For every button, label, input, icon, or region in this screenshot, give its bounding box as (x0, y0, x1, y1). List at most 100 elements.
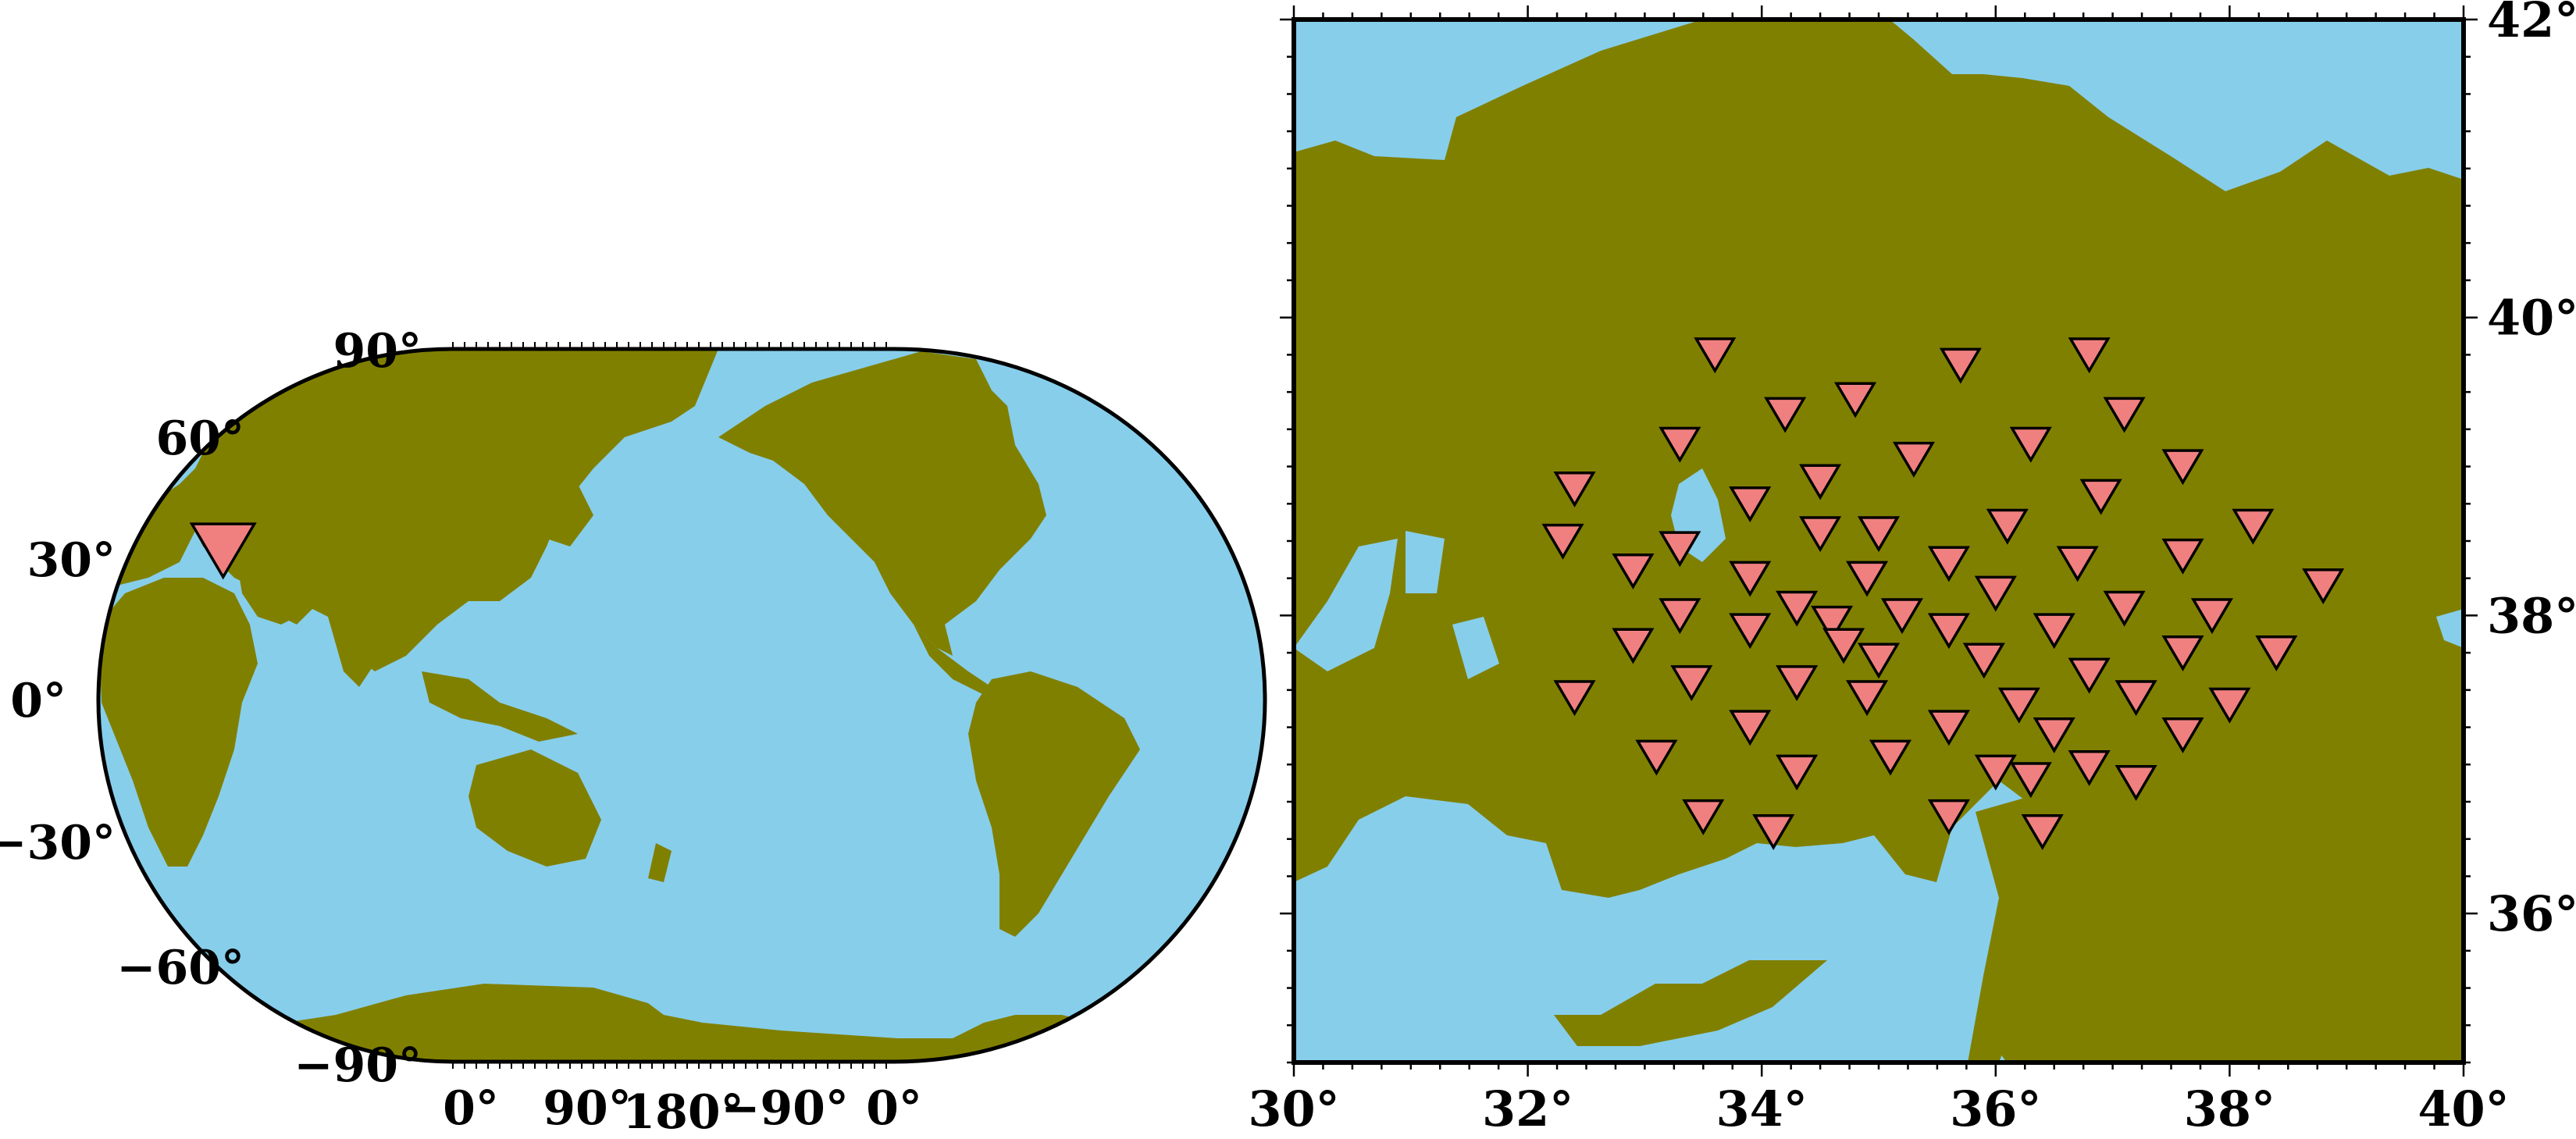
station-marker[interactable] (1612, 553, 1655, 590)
station-marker[interactable] (2190, 598, 2233, 635)
north-america-landmass (718, 367, 1046, 656)
station-marker[interactable] (1927, 613, 1970, 650)
regional-lon-label: 36° (1950, 1080, 2041, 1137)
arabia-landmass (234, 546, 312, 625)
station-marker[interactable] (1729, 561, 1772, 597)
station-marker[interactable] (1729, 613, 1772, 650)
station-marker[interactable] (1880, 598, 1924, 635)
regional-map: 30° 32° 34° 36° 38° 40° 36° 38° 40° 42° (1248, 0, 2576, 1137)
station-marker[interactable] (1986, 508, 2029, 545)
station-marker[interactable] (1857, 642, 1901, 679)
world-frame (96, 347, 1267, 1064)
station-marker[interactable] (1776, 590, 1819, 627)
station-marker[interactable] (1752, 814, 1795, 851)
station-marker[interactable] (1845, 561, 1889, 597)
station-marker[interactable] (1659, 598, 1701, 635)
station-marker[interactable] (1635, 739, 1678, 776)
station-marker[interactable] (2103, 590, 2146, 627)
central-america-landmass (914, 625, 992, 695)
station-marker[interactable] (1670, 665, 1713, 702)
station-marker[interactable] (2161, 717, 2204, 753)
station-marker[interactable] (189, 522, 257, 580)
world-lon-label-0-left: 0° (443, 1081, 499, 1136)
station-marker[interactable] (1974, 754, 2017, 791)
station-marker[interactable] (1927, 710, 1970, 746)
regional-lon-label: 40° (2417, 1080, 2509, 1137)
eastern-lake (2436, 609, 2464, 648)
station-marker[interactable] (2068, 657, 2111, 694)
indonesia-landmass (422, 671, 578, 742)
station-marker[interactable] (2056, 546, 2099, 582)
station-marker[interactable] (1857, 516, 1901, 553)
station-marker[interactable] (1659, 531, 1701, 568)
station-marker[interactable] (1764, 397, 1807, 433)
station-marker[interactable] (2079, 479, 2122, 515)
station-marker[interactable] (1541, 523, 1584, 560)
station-marker[interactable] (2033, 717, 2075, 753)
station-marker[interactable] (1729, 710, 1772, 746)
world-lon-label-90: 90° (543, 1081, 632, 1136)
regional-lon-label: 30° (1248, 1080, 1339, 1137)
station-marker[interactable] (1553, 472, 1596, 508)
station-marker[interactable] (1892, 441, 1935, 478)
world-lat-label-minus60: −60° (116, 941, 244, 995)
world-frame-ticks (452, 342, 887, 1069)
station-marker[interactable] (2208, 687, 2251, 724)
station-marker[interactable] (1799, 464, 1842, 500)
regional-lat-labels: 36° 38° 40° 42° (2487, 0, 2576, 942)
station-marker[interactable] (1659, 426, 1701, 463)
world-lat-label-minus90: −90° (294, 1038, 422, 1093)
station-marker[interactable] (1974, 575, 2017, 612)
station-marker[interactable] (1833, 382, 1877, 418)
station-marker[interactable] (1997, 687, 2040, 724)
station-marker[interactable] (2161, 635, 2204, 671)
station-marker[interactable] (1776, 665, 1819, 702)
world-lon-label-180: 180° (622, 1085, 743, 1139)
world-landmasses (98, 349, 1265, 1062)
station-marker[interactable] (1811, 605, 1854, 642)
levant-landmass (1968, 796, 2061, 1062)
station-marker[interactable] (2033, 613, 2075, 650)
australia-landmass (469, 749, 601, 867)
station-marker[interactable] (1822, 628, 1865, 664)
station-marker[interactable] (1869, 739, 1912, 776)
new-zealand-landmass (648, 843, 672, 882)
station-marker[interactable] (1776, 754, 1819, 791)
regional-frame-ticks (1280, 5, 2478, 1077)
station-marker[interactable] (2302, 568, 2345, 605)
regional-lat-label: 40° (2487, 290, 2576, 347)
station-marker[interactable] (1962, 642, 2005, 679)
station-marker[interactable] (2021, 814, 2064, 851)
seismic-stations (1541, 337, 2345, 851)
station-marker[interactable] (2068, 749, 2111, 786)
station-marker[interactable] (2009, 762, 2052, 799)
station-marker[interactable] (1939, 347, 1982, 384)
station-marker[interactable] (1845, 680, 1889, 717)
station-marker[interactable] (1799, 516, 1842, 553)
station-marker[interactable] (1927, 799, 1970, 835)
south-america-landmass (968, 671, 1140, 937)
station-marker[interactable] (1553, 680, 1596, 717)
world-lon-label-0-right: 0° (866, 1081, 922, 1136)
station-marker[interactable] (2068, 337, 2111, 374)
station-marker[interactable] (2255, 635, 2298, 671)
station-marker[interactable] (1682, 799, 1725, 835)
world-lat-label-0: 0° (10, 674, 66, 728)
station-marker[interactable] (1612, 628, 1655, 664)
station-marker[interactable] (2115, 765, 2157, 802)
world-lat-label-minus30: −30° (0, 816, 116, 870)
station-marker[interactable] (2103, 397, 2146, 433)
regional-lon-label: 34° (1716, 1080, 1808, 1137)
regional-lon-label: 32° (1482, 1080, 1573, 1137)
regional-lat-label: 38° (2487, 587, 2576, 644)
station-marker[interactable] (1927, 546, 1970, 582)
aegean-inlet-2 (1406, 531, 1445, 593)
station-marker[interactable] (1694, 337, 1737, 374)
station-marker[interactable] (2161, 538, 2204, 575)
station-marker[interactable] (2232, 508, 2275, 545)
station-marker[interactable] (1729, 486, 1772, 523)
station-marker[interactable] (2009, 426, 2052, 463)
station-marker[interactable] (2161, 449, 2204, 486)
station-marker[interactable] (2115, 680, 2157, 717)
